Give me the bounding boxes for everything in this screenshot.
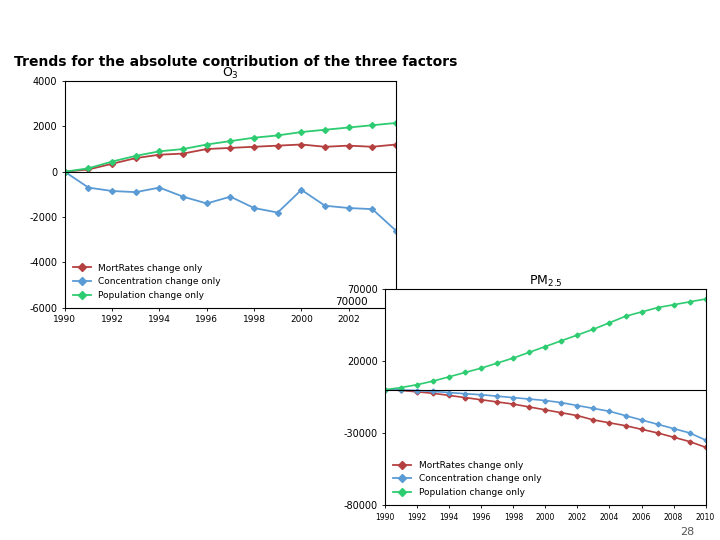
Text: Trends for the absolute contribution of the three factors: Trends for the absolute contribution of …: [14, 55, 458, 69]
Text: 70000: 70000: [335, 297, 367, 307]
Legend: MortRates change only, Concentration change only, Population change only: MortRates change only, Concentration cha…: [390, 457, 545, 501]
Text: Results: Results: [314, 10, 406, 30]
Text: 28: 28: [680, 526, 695, 537]
Title: O$_3$: O$_3$: [222, 66, 239, 81]
Title: PM$_{2.5}$: PM$_{2.5}$: [528, 274, 562, 289]
Legend: MortRates change only, Concentration change only, Population change only: MortRates change only, Concentration cha…: [69, 260, 225, 303]
